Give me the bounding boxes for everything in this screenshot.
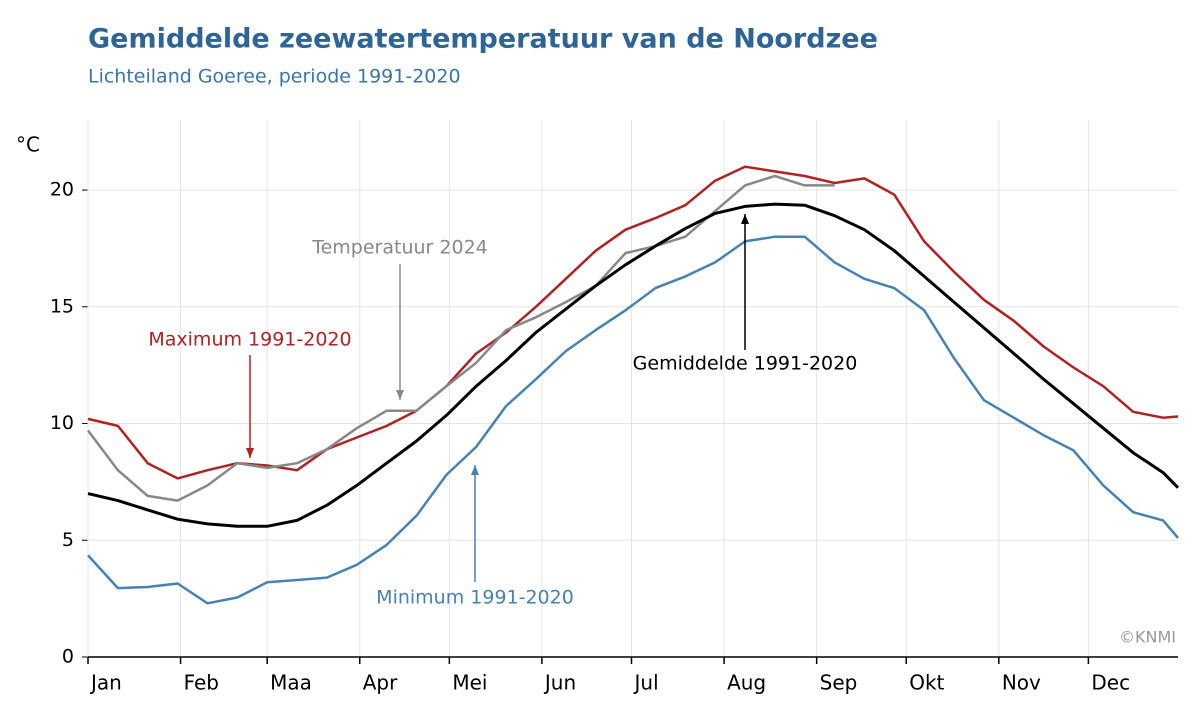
series-line [87,202,1180,528]
x-tick-label: Jul [633,671,659,695]
y-tick-label: 5 [62,529,74,551]
chart-subtitle: Lichteiland Goeree, periode 1991-2020 [88,66,461,88]
x-tick-label: Nov [1002,671,1041,695]
annotation-arrowhead [246,448,254,458]
legend-label: Gemiddelde 1991-2020 [633,353,858,375]
series-line [87,165,1179,480]
x-tick-label: Jan [89,671,122,695]
x-tick-label: Mei [452,671,487,695]
y-tick-label: 15 [50,295,74,317]
legend-label: Minimum 1991-2020 [376,587,574,609]
annotation-arrowhead [471,465,479,475]
y-tick-label: 20 [50,179,74,201]
annotation-arrowhead [396,390,404,400]
series-line [87,235,1179,605]
x-tick-label: Jun [543,671,576,695]
legend-label: Temperatuur 2024 [311,237,488,259]
x-tick-label: Okt [909,671,944,695]
x-tick-label: Aug [727,671,766,695]
chart-title: Gemiddelde zeewatertemperatuur van de No… [88,24,878,55]
y-tick-label: 10 [50,412,74,434]
annotation-arrowhead [741,214,749,224]
y-axis-label: °C [16,133,40,157]
x-tick-label: Sep [820,671,858,695]
legend-label: Maximum 1991-2020 [148,329,351,351]
y-tick-label: 0 [62,646,74,668]
x-tick-label: Apr [363,671,398,695]
x-tick-label: Dec [1091,671,1130,695]
x-tick-label: Feb [184,671,219,695]
x-tick-label: Maa [270,671,312,695]
credit: ©KNMI [1119,628,1176,647]
